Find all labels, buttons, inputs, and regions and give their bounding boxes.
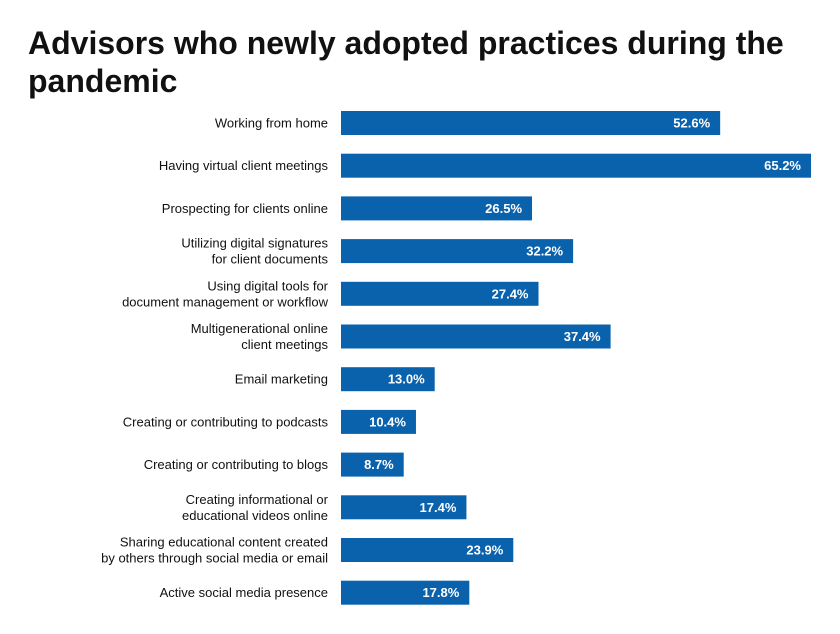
category-label: Prospecting for clients online	[162, 201, 328, 216]
category-label-line: educational videos online	[182, 508, 328, 523]
category-label: Creating or contributing to blogs	[144, 457, 329, 472]
value-label: 10.4%	[369, 414, 406, 429]
bar	[341, 153, 811, 178]
bar	[341, 281, 539, 306]
bar	[341, 239, 574, 264]
category-label: Creating informational or educational vid…	[182, 492, 329, 523]
category-label-line: for client documents	[212, 252, 329, 267]
value-label: 23.9%	[466, 543, 503, 558]
category-label-line: Creating or contributing to blogs	[144, 457, 329, 472]
category-label-line: Active social media presence	[160, 585, 328, 600]
value-labels-group: 52.6% 65.2% 26.5% 32.2% 27.4% 37.4% 13.0% 10.4%…	[364, 116, 801, 601]
chart-title: Advisors who newly adopted practices dur…	[28, 25, 784, 99]
category-label-line: Sharing educational content created	[120, 535, 328, 550]
category-label-line: Multigenerational online	[191, 321, 328, 336]
category-label: Sharing educational content created by ot…	[101, 535, 328, 566]
category-label-line: Creating or contributing to podcasts	[123, 414, 329, 429]
bar	[341, 111, 721, 135]
value-label: 13.0%	[388, 372, 425, 387]
category-label: Utilizing digital signatures for client d…	[181, 236, 328, 267]
value-label: 37.4%	[564, 329, 601, 344]
category-label: Active social media presence	[160, 585, 328, 600]
bar	[341, 580, 470, 605]
category-label-line: Using digital tools for	[207, 278, 328, 293]
value-label: 17.8%	[422, 585, 459, 600]
bar	[341, 538, 514, 562]
category-label: Using digital tools for document manageme…	[122, 278, 329, 309]
category-label-line: Having virtual client meetings	[159, 158, 329, 173]
bar	[341, 409, 416, 434]
category-label-line: Utilizing digital signatures	[181, 236, 328, 251]
category-label-line: document management or workflow	[122, 294, 329, 309]
bars-group	[341, 111, 811, 605]
category-label-line: Working from home	[215, 116, 328, 131]
category-label-line: Creating informational or	[186, 492, 329, 507]
value-label: 27.4%	[492, 286, 529, 301]
value-label: 26.5%	[485, 201, 522, 216]
value-label: 17.4%	[420, 500, 457, 515]
category-label-line: Email marketing	[235, 372, 328, 387]
value-label: 32.2%	[526, 244, 563, 259]
category-label: Having virtual client meetings	[159, 158, 329, 173]
value-label: 8.7%	[364, 457, 394, 472]
bar	[341, 495, 467, 520]
category-label: Working from home	[215, 116, 328, 131]
bar	[341, 452, 404, 477]
bar	[341, 196, 533, 221]
value-label: 52.6%	[673, 116, 710, 131]
value-label: 65.2%	[764, 158, 801, 173]
category-label: Creating or contributing to podcasts	[123, 414, 329, 429]
category-label-line: client meetings	[241, 337, 328, 352]
category-label-line: Prospecting for clients online	[162, 201, 328, 216]
category-labels-group: Working from home Having virtual client m…	[101, 116, 329, 601]
category-label: Email marketing	[235, 372, 328, 387]
category-label: Multigenerational online client meetings	[191, 321, 329, 352]
bar	[341, 367, 435, 392]
bar	[341, 324, 611, 349]
category-label-line: by others through social media or email	[101, 551, 328, 566]
